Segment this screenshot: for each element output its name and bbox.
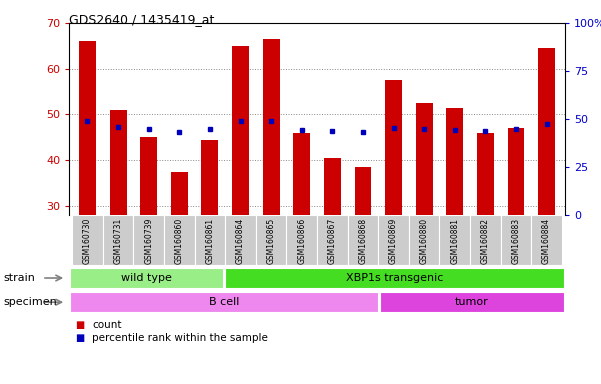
Text: GSM160882: GSM160882: [481, 217, 490, 263]
Text: wild type: wild type: [121, 273, 172, 283]
FancyBboxPatch shape: [287, 215, 317, 265]
Bar: [293, 133, 310, 215]
Bar: [324, 158, 341, 215]
Bar: [79, 41, 96, 215]
FancyBboxPatch shape: [439, 215, 470, 265]
Text: GSM160861: GSM160861: [206, 217, 215, 264]
Text: tumor: tumor: [455, 297, 489, 307]
FancyBboxPatch shape: [256, 215, 287, 265]
Bar: [109, 110, 126, 215]
Bar: [263, 39, 279, 215]
Bar: [385, 80, 402, 215]
FancyBboxPatch shape: [380, 292, 564, 312]
FancyBboxPatch shape: [225, 215, 256, 265]
Text: GSM160730: GSM160730: [83, 217, 92, 264]
Text: GSM160883: GSM160883: [511, 217, 520, 264]
Text: GSM160864: GSM160864: [236, 217, 245, 264]
Bar: [355, 167, 371, 215]
Bar: [538, 48, 555, 215]
Text: GSM160884: GSM160884: [542, 217, 551, 264]
Text: strain: strain: [3, 273, 35, 283]
FancyBboxPatch shape: [70, 292, 379, 312]
FancyBboxPatch shape: [103, 215, 133, 265]
Bar: [140, 137, 157, 215]
Text: GSM160869: GSM160869: [389, 217, 398, 264]
FancyBboxPatch shape: [72, 215, 103, 265]
Text: GSM160731: GSM160731: [114, 217, 123, 264]
FancyBboxPatch shape: [225, 268, 564, 288]
Text: GDS2640 / 1435419_at: GDS2640 / 1435419_at: [69, 13, 215, 26]
Bar: [171, 172, 188, 215]
FancyBboxPatch shape: [70, 268, 224, 288]
Text: GSM160860: GSM160860: [175, 217, 184, 264]
Text: ■: ■: [75, 320, 84, 330]
FancyBboxPatch shape: [378, 215, 409, 265]
Text: GSM160867: GSM160867: [328, 217, 337, 264]
Bar: [201, 140, 218, 215]
Bar: [232, 46, 249, 215]
Text: GSM160880: GSM160880: [419, 217, 429, 264]
Bar: [477, 133, 494, 215]
Text: XBP1s transgenic: XBP1s transgenic: [346, 273, 443, 283]
FancyBboxPatch shape: [317, 215, 347, 265]
Bar: [447, 108, 463, 215]
Text: ■: ■: [75, 333, 84, 343]
Text: percentile rank within the sample: percentile rank within the sample: [92, 333, 268, 343]
FancyBboxPatch shape: [347, 215, 378, 265]
FancyBboxPatch shape: [409, 215, 439, 265]
Text: count: count: [92, 320, 121, 330]
FancyBboxPatch shape: [195, 215, 225, 265]
FancyBboxPatch shape: [531, 215, 562, 265]
Text: specimen: specimen: [3, 297, 56, 307]
Text: GSM160868: GSM160868: [358, 217, 367, 264]
Text: GSM160865: GSM160865: [267, 217, 276, 264]
FancyBboxPatch shape: [164, 215, 195, 265]
Text: GSM160739: GSM160739: [144, 217, 153, 264]
Bar: [508, 128, 525, 215]
Text: GSM160866: GSM160866: [297, 217, 307, 264]
Text: GSM160881: GSM160881: [450, 217, 459, 263]
Bar: [416, 103, 433, 215]
FancyBboxPatch shape: [501, 215, 531, 265]
FancyBboxPatch shape: [133, 215, 164, 265]
FancyBboxPatch shape: [470, 215, 501, 265]
Text: B cell: B cell: [209, 297, 239, 307]
